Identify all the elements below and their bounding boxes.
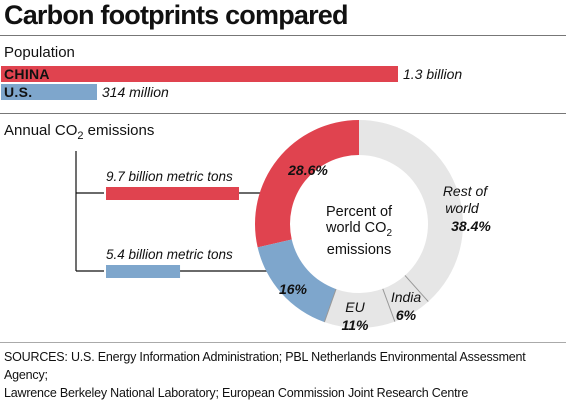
us-slice — [257, 239, 337, 323]
china-slice — [255, 120, 359, 248]
sources-line-1: SOURCES: U.S. Energy Information Adminis… — [4, 350, 526, 382]
us-population-value: 314 million — [101, 84, 169, 100]
sources-divider — [0, 342, 566, 343]
slice-separator — [404, 275, 429, 302]
china-population-name: CHINA — [4, 66, 50, 82]
china-emissions-bar — [106, 187, 239, 200]
slice-separator — [382, 288, 396, 322]
slice-separator — [323, 288, 337, 323]
sources-text: SOURCES: U.S. Energy Information Adminis… — [4, 348, 564, 402]
rest-name-label-2: world — [445, 200, 480, 216]
section-divider — [0, 113, 566, 114]
center-line-1: Percent of — [325, 204, 393, 220]
rest-slice — [359, 120, 464, 302]
china-emissions-label: 9.7 billion metric tons — [106, 169, 233, 184]
eu-percent-label: 11% — [342, 317, 370, 333]
india-percent-label: 6% — [396, 307, 417, 323]
donut-chart — [255, 120, 464, 328]
center-line-2: world CO2 — [326, 220, 392, 239]
china-percent-label: 28.6% — [287, 162, 328, 178]
rest-name-label-1: Rest of — [443, 183, 489, 199]
us-population-name: U.S. — [4, 84, 33, 100]
chart-title: Carbon footprints compared — [4, 0, 349, 30]
population-label: Population — [4, 44, 75, 61]
emissions-label: Annual CO2 emissions — [4, 122, 155, 142]
china-population-value: 1.3 billion — [403, 66, 463, 82]
us-emissions-label: 5.4 billion metric tons — [106, 247, 233, 262]
us-percent-label: 16% — [279, 281, 308, 297]
china-population-bar — [1, 66, 398, 82]
india-slice — [382, 275, 429, 322]
sources-line-2: Lawrence Berkeley National Laboratory; E… — [4, 386, 469, 400]
india-name-label: India — [391, 289, 422, 305]
eu-slice — [324, 288, 395, 328]
center-line-3: emissions — [326, 241, 392, 258]
us-emissions-bar — [106, 265, 181, 278]
eu-name-label: EU — [345, 299, 365, 315]
connector-lines — [75, 151, 280, 278]
donut-center-text: Percent of world CO2 emissions — [305, 204, 413, 258]
us-population-bar — [1, 84, 97, 100]
title-divider — [0, 35, 566, 36]
rest-percent-label: 38.4% — [451, 218, 491, 234]
